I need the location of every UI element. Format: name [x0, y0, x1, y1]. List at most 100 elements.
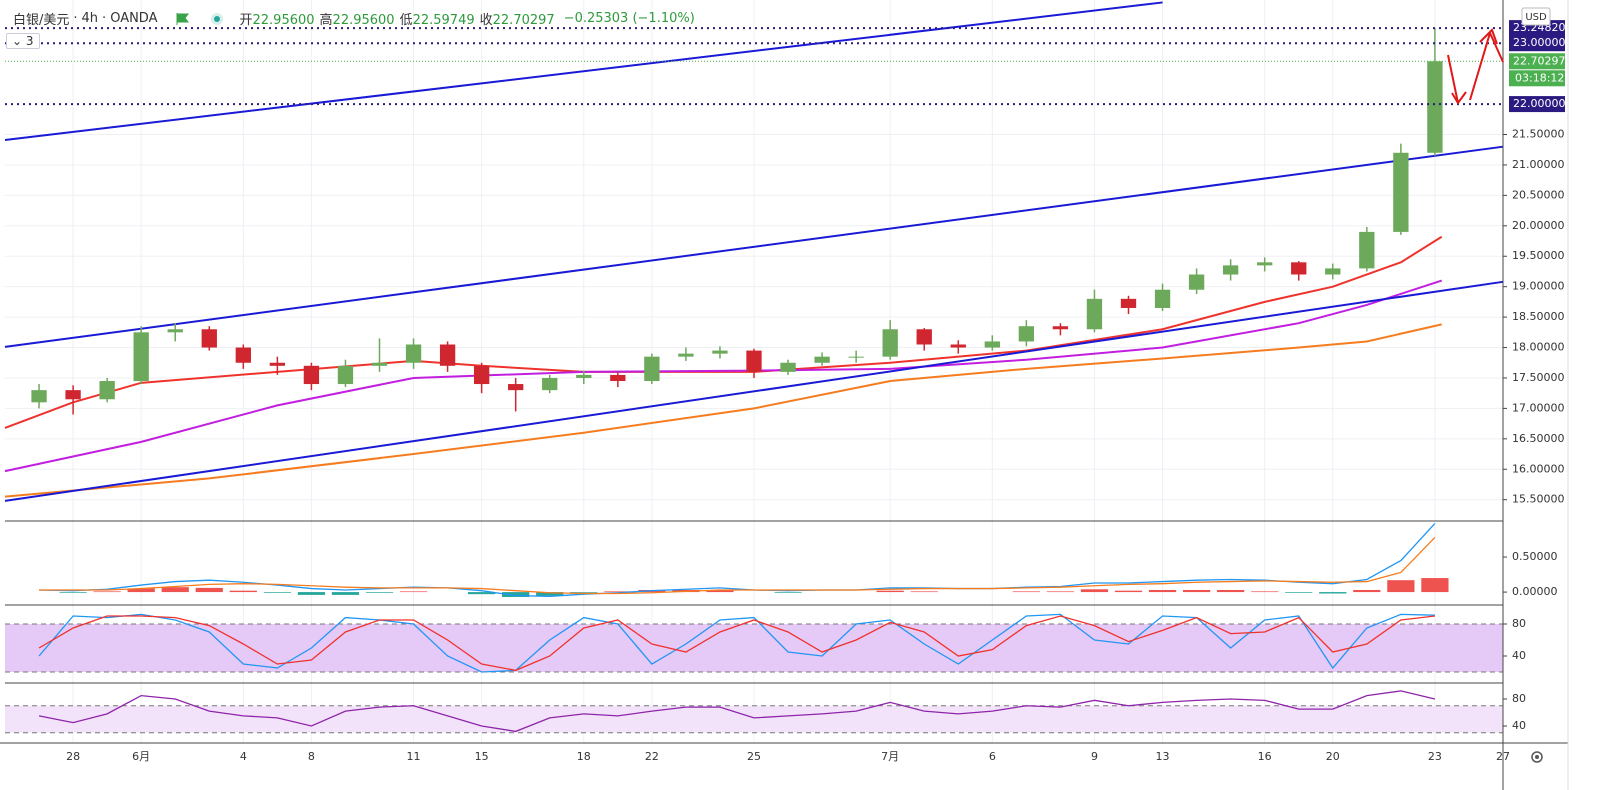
- candle-body: [780, 362, 796, 372]
- candle-body: [303, 365, 320, 385]
- histogram-bar: [1319, 592, 1347, 594]
- indicator-line: [39, 536, 1436, 595]
- candle-body: [473, 365, 490, 385]
- settings-icon[interactable]: [1531, 751, 1543, 763]
- band: [5, 705, 1503, 733]
- moving-average: [4, 279, 1443, 473]
- level-label-box: [1509, 35, 1565, 52]
- ohlc-value: 22.70297: [492, 13, 555, 28]
- y-tick-label: 21.00000: [1512, 158, 1565, 171]
- x-tick-label: 23: [1428, 750, 1442, 763]
- y-tick-label: 16.00000: [1512, 462, 1565, 475]
- histogram-bar: [1080, 589, 1109, 593]
- histogram-bar: [1251, 591, 1279, 593]
- candle-body: [576, 374, 592, 378]
- histogram-bar: [468, 592, 496, 595]
- y-tick-label: 80: [1512, 692, 1526, 705]
- histogram-bar: [706, 589, 734, 593]
- candle-body: [235, 347, 251, 363]
- change: −0.25303 (−1.10%): [563, 11, 695, 26]
- y-tick-label: 18.00000: [1512, 341, 1565, 354]
- indicator-count[interactable]: 3: [25, 34, 34, 48]
- candle-body: [882, 329, 898, 357]
- y-tick-label: 15.50000: [1512, 493, 1565, 506]
- candle-body: [133, 332, 149, 382]
- arrow-head: [1479, 28, 1498, 45]
- currency[interactable]: USD: [1525, 12, 1547, 23]
- y-tick-label: 20.00000: [1512, 219, 1565, 232]
- histogram-bar: [1387, 580, 1415, 593]
- x-tick-label: 18: [577, 750, 591, 763]
- separator: ·: [73, 11, 78, 26]
- x-tick-label: 13: [1156, 750, 1170, 763]
- trend-line: [4, 280, 1504, 502]
- candle-body: [1154, 289, 1171, 308]
- interval: 4h: [81, 11, 99, 26]
- y-tick-label: 17.00000: [1512, 401, 1565, 414]
- candle-body: [1086, 298, 1103, 330]
- candle-body: [1325, 268, 1341, 275]
- ohlc-label: 高: [319, 13, 333, 28]
- histogram-bar: [1148, 589, 1177, 593]
- x-tick-label: 11: [407, 750, 421, 763]
- histogram-bar: [876, 590, 904, 593]
- flag-icon[interactable]: [175, 12, 191, 26]
- trend-line: [4, 1, 1163, 141]
- status-icon[interactable]: [209, 12, 225, 26]
- histogram-bar: [195, 587, 223, 593]
- x-tick-label: 20: [1326, 750, 1340, 763]
- y-tick-label: 19.50000: [1512, 249, 1565, 262]
- candle-body: [1222, 265, 1239, 275]
- histogram-bar: [536, 592, 564, 596]
- y-tick-label: 17.50000: [1512, 371, 1565, 384]
- flag[interactable]: [176, 12, 190, 25]
- indicator-line: [38, 690, 1436, 733]
- gear[interactable]: [1531, 751, 1543, 763]
- x-tick-label: 6月: [132, 750, 150, 763]
- candle-body: [814, 356, 830, 363]
- histogram-bar: [502, 592, 530, 597]
- histogram-bar: [1285, 592, 1313, 593]
- band: [5, 624, 1503, 672]
- candle-body: [1393, 152, 1409, 232]
- x-tick-label: 15: [475, 750, 489, 763]
- ohlc-value: 22.95600: [252, 13, 315, 28]
- candle-body: [950, 344, 966, 348]
- y-tick-label: 20.50000: [1512, 188, 1565, 201]
- histogram-bar: [1217, 589, 1245, 593]
- x-tick-label: 7月: [881, 750, 899, 763]
- y-tick-label: 80: [1512, 617, 1526, 630]
- candle-body: [984, 341, 1000, 348]
- countdown-box: [1509, 70, 1565, 87]
- histogram-bar: [331, 592, 360, 595]
- histogram-bar: [570, 592, 598, 593]
- candle-body: [1427, 61, 1443, 153]
- histogram-bar: [93, 591, 121, 593]
- histogram-bar: [1182, 589, 1211, 593]
- candle-body: [1291, 262, 1307, 275]
- y-tick-label: 0.00000: [1512, 585, 1558, 598]
- last-price-label: 22.70297: [1513, 54, 1566, 67]
- histogram-bar: [774, 592, 802, 593]
- ohlc-label: 开: [239, 13, 253, 28]
- separator: ·: [102, 11, 107, 26]
- candle-body: [439, 344, 456, 366]
- gear-center[interactable]: [1535, 755, 1539, 759]
- status-dot: [214, 15, 221, 22]
- candle-body: [337, 365, 354, 385]
- ohlc-label: 低: [399, 13, 413, 28]
- histogram-bar: [1114, 590, 1143, 593]
- histogram-bar: [127, 588, 155, 593]
- candle-body: [405, 344, 422, 363]
- candle-body: [1052, 326, 1069, 330]
- candle-body: [916, 329, 932, 345]
- x-tick-label: 16: [1258, 750, 1272, 763]
- plot-layer: 28 6月 4 8 11 15 18 22 25 7月 6 9 13 16 20 23 2715.5000016…: [4, 0, 1566, 763]
- candle-body: [1018, 326, 1035, 342]
- indicator-toggle[interactable]: ⌄ 3: [6, 33, 40, 49]
- x-tick-label: 25: [747, 750, 761, 763]
- x-tick-label: 9: [1091, 750, 1098, 763]
- x-tick-label: 4: [240, 750, 247, 763]
- currency-box[interactable]: [1521, 7, 1551, 26]
- symbol[interactable]: 白银/美元: [13, 13, 70, 28]
